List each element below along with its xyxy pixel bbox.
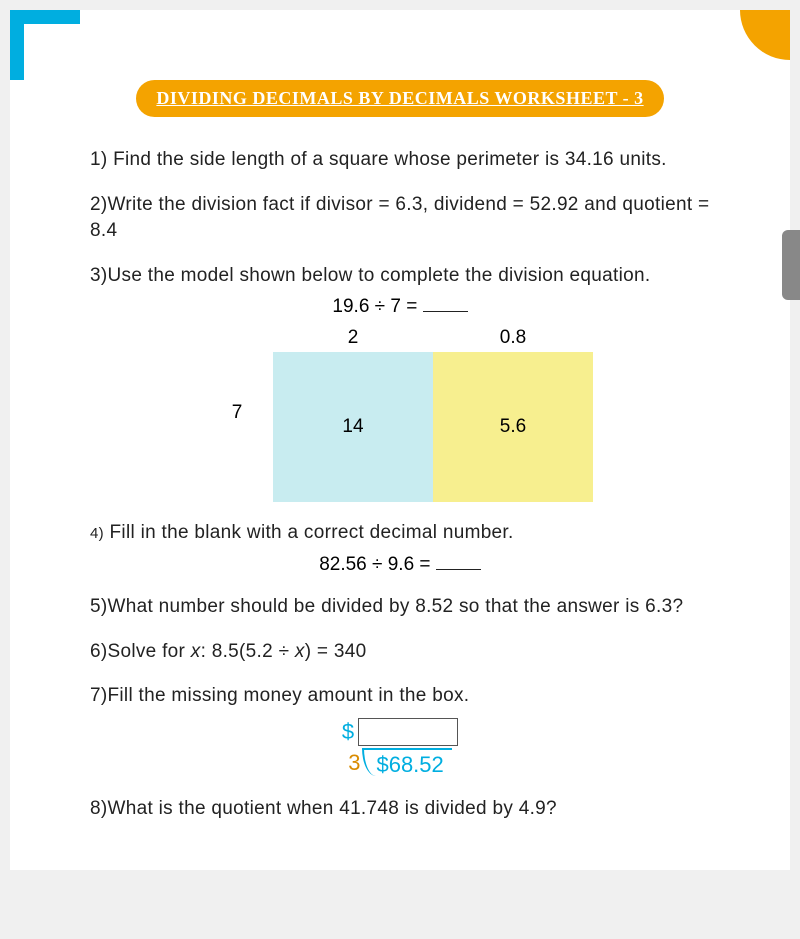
q4-eq-text: 82.56 ÷ 9.6 =	[319, 554, 436, 575]
question-1: 1) Find the side length of a square whos…	[90, 147, 710, 174]
corner-top-right	[740, 10, 790, 60]
q6-b: : 8.5(5.2 ÷	[201, 641, 295, 662]
dollar-sign: $	[342, 719, 354, 745]
worksheet-title: DIVIDING DECIMALS BY DECIMALS WORKSHEET …	[136, 80, 663, 117]
question-3: 3)Use the model shown below to complete …	[90, 263, 710, 290]
q6-x2: x	[295, 641, 305, 662]
model-side-label: 7	[207, 402, 267, 424]
q4-num: 4)	[90, 525, 104, 542]
money-input-box[interactable]	[358, 718, 458, 746]
q4-text: Fill in the blank with a correct decimal…	[104, 522, 514, 543]
q6-a: 6)Solve for	[90, 641, 191, 662]
model-cell-b: 5.6	[433, 352, 593, 502]
q6-x1: x	[191, 641, 201, 662]
title-wrap: DIVIDING DECIMALS BY DECIMALS WORKSHEET …	[60, 80, 740, 117]
division-bracket: $68.52	[362, 748, 451, 778]
q3-eq-text: 19.6 ÷ 7 =	[332, 296, 422, 317]
corner-top-left	[10, 10, 80, 80]
side-tab	[782, 230, 800, 300]
long-division: $ 3 $68.52	[60, 718, 740, 778]
model-cell-a: 14	[273, 352, 433, 502]
q3-equation: 19.6 ÷ 7 =	[60, 293, 740, 318]
worksheet-page: DIVIDING DECIMALS BY DECIMALS WORKSHEET …	[10, 10, 790, 870]
q3-blank[interactable]	[423, 293, 468, 312]
model-top-a: 2	[273, 324, 433, 352]
question-4: 4) Fill in the blank with a correct deci…	[90, 520, 710, 547]
question-6: 6)Solve for x: 8.5(5.2 ÷ x) = 340	[90, 639, 710, 666]
question-8: 8)What is the quotient when 41.748 is di…	[90, 796, 710, 823]
question-7: 7)Fill the missing money amount in the b…	[90, 683, 710, 710]
q4-blank[interactable]	[436, 551, 481, 570]
dividend: $68.52	[376, 752, 443, 777]
model-top-b: 0.8	[433, 324, 593, 352]
q4-equation: 82.56 ÷ 9.6 =	[60, 551, 740, 576]
q6-c: ) = 340	[305, 641, 367, 662]
question-5: 5)What number should be divided by 8.52 …	[90, 594, 710, 621]
question-2: 2)Write the division fact if divisor = 6…	[90, 192, 710, 245]
area-model: 7 2 0.8 14 5.6	[60, 324, 740, 502]
divisor: 3	[348, 750, 360, 776]
